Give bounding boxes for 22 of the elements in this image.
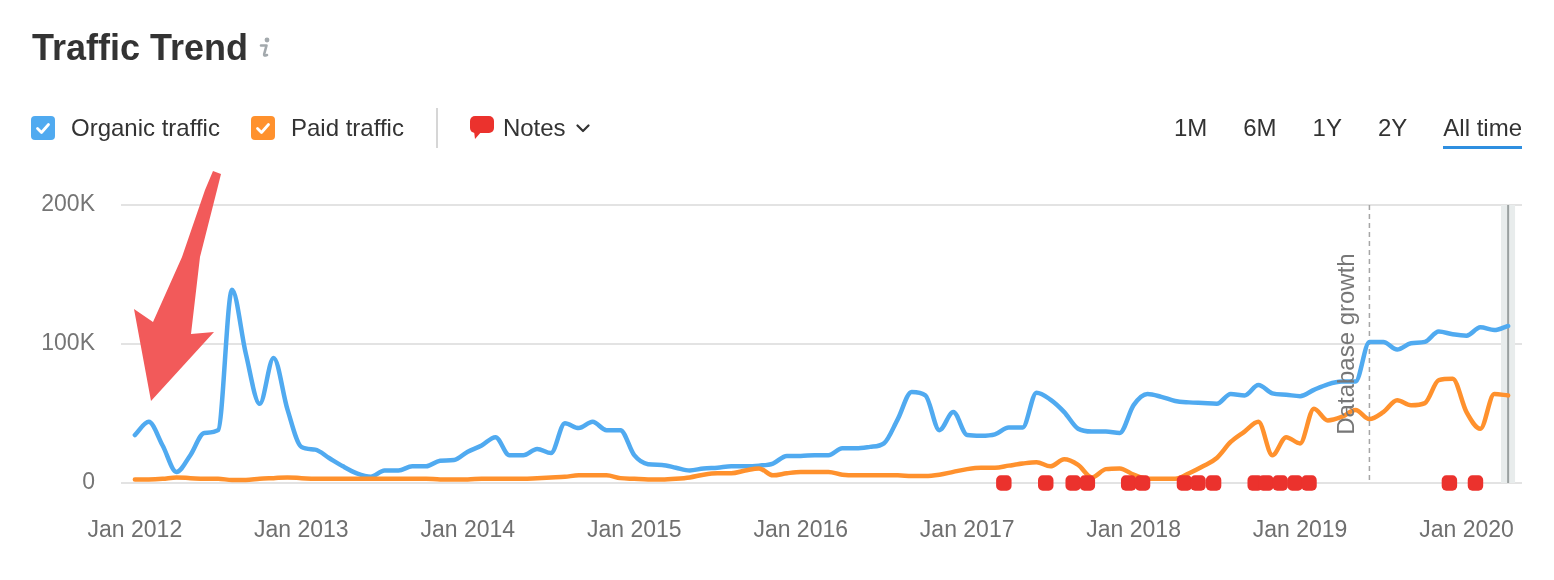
- x-tick-label: Jan 2015: [586, 516, 682, 543]
- x-tick-label: Jan 2012: [87, 516, 183, 543]
- x-tick-label: Jan 2020: [1419, 516, 1514, 543]
- y-tick-label: 200K: [41, 190, 96, 217]
- text: 2Y: [1377, 114, 1408, 142]
- x-tick-label: Jan 2017: [919, 516, 1015, 543]
- legend-label: Notes: [502, 114, 566, 142]
- ref-line-label: Database growth: [1332, 253, 1360, 435]
- x-tick-label: Jan 2018: [1086, 516, 1181, 543]
- text: 1Y: [1312, 114, 1342, 142]
- x-tick-label: Jan 2014: [420, 516, 516, 543]
- x-tick-label: Jan 2019: [1252, 516, 1348, 543]
- legend-label: Paid traffic: [290, 114, 404, 142]
- text: 6M: [1243, 114, 1277, 142]
- text: 1M: [1173, 114, 1208, 142]
- text: All time: [1443, 114, 1522, 142]
- legend-label: Organic traffic: [71, 114, 220, 142]
- x-tick-label: Jan 2013: [254, 516, 349, 543]
- chart-title: Traffic Trend: [32, 26, 249, 69]
- y-tick-label: 0: [82, 468, 95, 495]
- x-tick-label: Jan 2016: [753, 516, 849, 543]
- y-tick-label: 100K: [41, 329, 96, 356]
